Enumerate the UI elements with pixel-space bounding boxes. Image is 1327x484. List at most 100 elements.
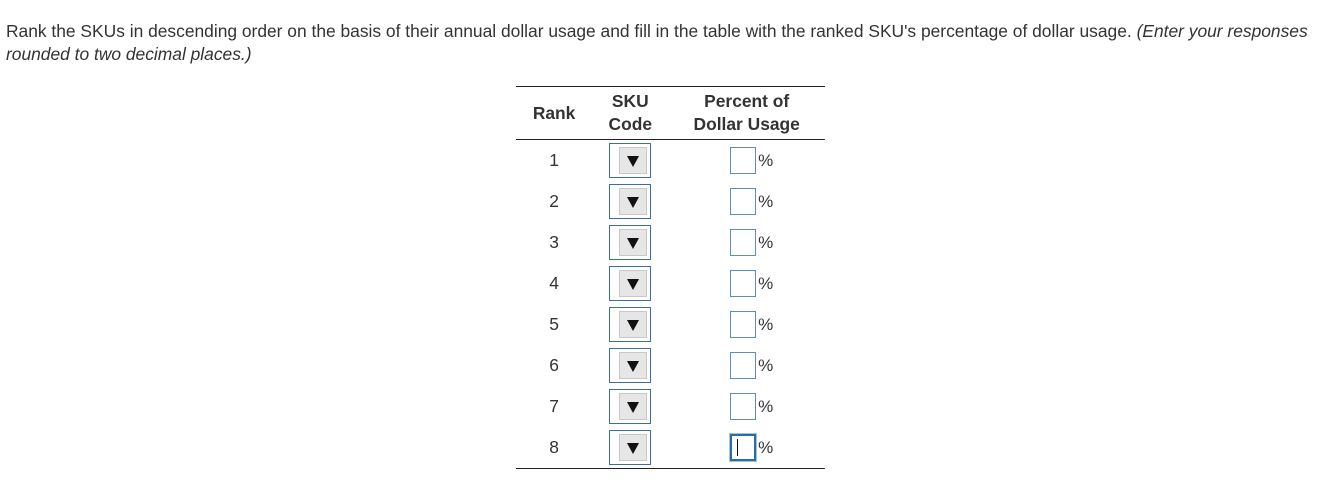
- table-row: 4%: [516, 263, 825, 304]
- sku-code-dropdown[interactable]: [609, 348, 652, 383]
- dropdown-button[interactable]: [619, 188, 648, 215]
- percent-dollar-usage-input[interactable]: [730, 188, 757, 215]
- header-sku-code: SKU Code: [592, 86, 669, 140]
- sku-code-dropdown[interactable]: [609, 430, 652, 465]
- header-rank-label: Rank: [532, 102, 576, 123]
- percent-sign: %: [758, 232, 774, 252]
- dropdown-arrow-icon: [627, 238, 640, 249]
- percent-input-group: %: [730, 270, 773, 297]
- percent-sign: %: [758, 150, 774, 170]
- dropdown-button[interactable]: [619, 434, 648, 461]
- sku-code-dropdown[interactable]: [609, 266, 652, 301]
- percent-input-group: %: [730, 393, 773, 420]
- header-pct-line2: Dollar Usage: [693, 114, 800, 134]
- rank-cell: 4: [516, 263, 592, 304]
- dropdown-button[interactable]: [619, 352, 648, 379]
- rank-value: 7: [549, 396, 559, 416]
- percent-dollar-usage-input[interactable]: [730, 311, 757, 338]
- rank-cell: 5: [516, 304, 592, 345]
- sku-code-dropdown[interactable]: [609, 184, 652, 219]
- percent-input-wrapper: [730, 229, 757, 256]
- percent-cell: %: [668, 304, 825, 345]
- dropdown-arrow-icon: [627, 197, 640, 208]
- sku-code-dropdown[interactable]: [609, 143, 652, 178]
- percent-input-wrapper: [730, 188, 757, 215]
- sku-cell: [592, 304, 668, 345]
- percent-input-group: %: [730, 229, 773, 256]
- rank-value: 1: [549, 150, 559, 170]
- header-pct-line1: Percent of: [704, 91, 790, 111]
- rank-value: 5: [549, 314, 559, 334]
- percent-sign: %: [758, 396, 774, 416]
- table-row: 1%: [516, 140, 825, 182]
- rank-cell: 3: [516, 222, 592, 263]
- table-row: 3%: [516, 222, 825, 263]
- percent-dollar-usage-input[interactable]: [730, 270, 757, 297]
- rank-value: 8: [549, 437, 559, 457]
- table-row: 5%: [516, 304, 825, 345]
- rank-cell: 1: [516, 140, 592, 182]
- percent-cell: %: [668, 222, 825, 263]
- percent-cell: %: [668, 263, 825, 304]
- percent-sign: %: [758, 191, 774, 211]
- percent-input-group: %: [730, 434, 773, 461]
- percent-input-group: %: [730, 311, 773, 338]
- rank-value: 2: [549, 191, 559, 211]
- rank-value: 3: [549, 232, 559, 252]
- sku-cell: [592, 427, 668, 469]
- rank-cell: 7: [516, 386, 592, 427]
- sku-code-dropdown[interactable]: [609, 389, 652, 424]
- percent-dollar-usage-input[interactable]: [730, 434, 757, 461]
- percent-dollar-usage-input[interactable]: [730, 147, 757, 174]
- rank-cell: 2: [516, 181, 592, 222]
- percent-input-group: %: [730, 352, 773, 379]
- percent-input-wrapper: [730, 352, 757, 379]
- sku-cell: [592, 263, 668, 304]
- sku-code-dropdown[interactable]: [609, 307, 652, 342]
- dropdown-button[interactable]: [619, 393, 648, 420]
- sku-code-dropdown[interactable]: [609, 225, 652, 260]
- sku-cell: [592, 140, 668, 182]
- dropdown-button[interactable]: [619, 311, 648, 338]
- table-row: 2%: [516, 181, 825, 222]
- percent-cell: %: [668, 427, 825, 469]
- rank-value: 4: [549, 273, 559, 293]
- ranking-table: Rank SKU Code Percent of Dollar Usage 1%…: [516, 86, 825, 469]
- instructions: Rank the SKUs in descending order on the…: [6, 20, 1324, 66]
- instructions-note: (Enter your responses rounded to two dec…: [6, 21, 1308, 64]
- dropdown-arrow-icon: [627, 279, 640, 290]
- header-percent-dollar-usage: Percent of Dollar Usage: [668, 86, 825, 140]
- table-row: 8%: [516, 427, 825, 469]
- dropdown-arrow-icon: [627, 156, 640, 167]
- dropdown-button[interactable]: [619, 229, 648, 256]
- percent-sign: %: [758, 437, 774, 457]
- dropdown-button[interactable]: [619, 270, 648, 297]
- percent-dollar-usage-input[interactable]: [730, 229, 757, 256]
- table-row: 7%: [516, 386, 825, 427]
- header-sku-line1: SKU: [611, 91, 649, 111]
- percent-input-wrapper: [730, 434, 757, 461]
- percent-sign: %: [758, 273, 774, 293]
- percent-input-group: %: [730, 188, 773, 215]
- percent-sign: %: [758, 355, 774, 375]
- sku-cell: [592, 222, 668, 263]
- dropdown-arrow-icon: [627, 443, 640, 454]
- percent-cell: %: [668, 386, 825, 427]
- sku-cell: [592, 386, 668, 427]
- percent-dollar-usage-input[interactable]: [730, 352, 757, 379]
- table-header-row: Rank SKU Code Percent of Dollar Usage: [516, 86, 825, 140]
- dropdown-arrow-icon: [627, 361, 640, 372]
- instructions-main: Rank the SKUs in descending order on the…: [6, 21, 1132, 41]
- percent-dollar-usage-input[interactable]: [730, 393, 757, 420]
- percent-input-wrapper: [730, 393, 757, 420]
- rank-value: 6: [549, 355, 559, 375]
- percent-input-wrapper: [730, 270, 757, 297]
- percent-input-group: %: [730, 147, 773, 174]
- percent-cell: %: [668, 181, 825, 222]
- table-row: 6%: [516, 345, 825, 386]
- dropdown-arrow-icon: [627, 320, 640, 331]
- dropdown-button[interactable]: [619, 147, 648, 174]
- percent-input-wrapper: [730, 311, 757, 338]
- percent-cell: %: [668, 345, 825, 386]
- sku-cell: [592, 345, 668, 386]
